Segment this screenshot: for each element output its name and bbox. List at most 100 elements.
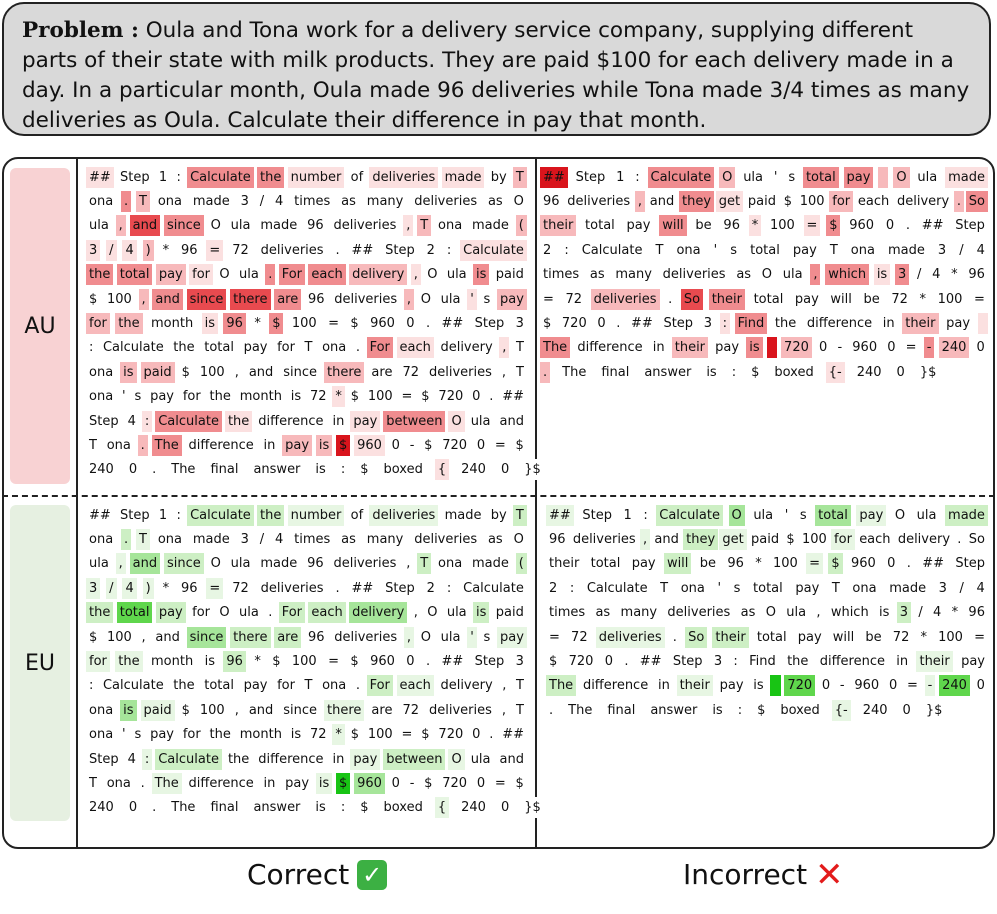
token: ## xyxy=(438,313,467,335)
token: 1 xyxy=(620,504,635,526)
token: * xyxy=(251,313,264,335)
token: : xyxy=(443,239,455,261)
token: T xyxy=(86,434,100,456)
token: deliveries xyxy=(659,264,729,286)
token: T xyxy=(512,504,527,526)
token: 4 xyxy=(929,264,944,286)
token: O xyxy=(207,553,224,575)
token: 4 xyxy=(973,577,988,599)
token: Calculate xyxy=(99,675,167,697)
token: O xyxy=(417,626,434,648)
token: 0 xyxy=(594,313,609,335)
token: , xyxy=(231,361,242,383)
token: . xyxy=(422,313,434,335)
token: 720 xyxy=(439,772,471,794)
token: 0 xyxy=(469,386,484,408)
token: ona xyxy=(319,675,350,697)
token: 4 xyxy=(122,577,137,599)
token: O xyxy=(762,602,779,624)
token: The xyxy=(559,361,590,383)
token: $ xyxy=(512,434,527,456)
token: * xyxy=(948,602,962,624)
token: , xyxy=(138,288,149,310)
token: . xyxy=(665,288,676,310)
token-line: 96 deliveries, and they get paid $100 for each de… xyxy=(540,189,988,213)
token: 0 xyxy=(473,434,489,456)
token: $ xyxy=(418,386,433,408)
token: O xyxy=(758,264,776,286)
token: pay xyxy=(155,264,186,286)
token: the xyxy=(86,264,114,286)
token-line: ## Step 1: Calculate the number of deliveries ma… xyxy=(86,503,527,527)
token: Step xyxy=(669,651,706,673)
token: 100 xyxy=(196,361,228,383)
token: 0 xyxy=(469,724,484,746)
token: ## xyxy=(499,386,527,408)
token: there xyxy=(230,288,271,310)
token: 4 xyxy=(124,748,139,770)
token: , xyxy=(403,626,414,648)
token-line: 240 0. The final answer is: $ boxed {240 0}$ xyxy=(86,458,544,482)
token: $ xyxy=(783,529,798,551)
token: made xyxy=(469,553,512,575)
token: 96 xyxy=(546,529,569,551)
token-line: 96 deliveries, and they get paid $100 for each de… xyxy=(546,527,988,551)
token: Calculate xyxy=(187,504,254,526)
token: 3 xyxy=(512,651,527,673)
token: paid xyxy=(744,191,779,213)
token: $ xyxy=(347,651,362,673)
token: and xyxy=(245,699,277,721)
token: 4 xyxy=(122,239,137,261)
token: O xyxy=(424,602,441,624)
token: $ xyxy=(418,724,433,746)
token: paid xyxy=(748,529,783,551)
token: final xyxy=(207,797,242,819)
token: / xyxy=(913,264,925,286)
token: each xyxy=(856,529,894,551)
token-line: ona ' s pay for the month is 72 * $100 = $720 0. ## xyxy=(86,385,527,409)
token: total xyxy=(815,504,851,526)
token: : xyxy=(632,166,643,188)
token: in xyxy=(329,748,348,770)
token: 100 xyxy=(196,699,228,721)
token: answer xyxy=(250,797,304,819)
token: 4 xyxy=(124,410,139,432)
token: as xyxy=(733,264,755,286)
token: ula xyxy=(227,215,254,237)
token: ona xyxy=(673,239,704,261)
token: . xyxy=(137,772,148,794)
token: by xyxy=(487,166,510,188)
token: and xyxy=(496,748,527,770)
token: O xyxy=(216,264,233,286)
token: . xyxy=(486,724,497,746)
token: between xyxy=(383,410,446,432)
token: . xyxy=(149,797,160,819)
token: 720 xyxy=(435,386,467,408)
token: = xyxy=(803,215,821,237)
token: = xyxy=(491,772,509,794)
token: , xyxy=(115,553,126,575)
token: and xyxy=(646,191,678,213)
token: }$ xyxy=(916,361,940,383)
token: 240 xyxy=(86,459,117,481)
token: the xyxy=(224,410,253,432)
token: 3 xyxy=(237,191,252,213)
token: 96 xyxy=(720,215,743,237)
token: ula xyxy=(443,264,470,286)
token: paid xyxy=(140,361,175,383)
token: 720 xyxy=(784,675,816,697)
token: in xyxy=(649,337,668,359)
token: O xyxy=(448,410,465,432)
token: 96 xyxy=(965,264,988,286)
token: 4 xyxy=(272,191,287,213)
token: $ xyxy=(357,459,372,481)
token: 4 xyxy=(973,239,988,261)
token: $ xyxy=(512,772,527,794)
token: 960 xyxy=(851,675,883,697)
